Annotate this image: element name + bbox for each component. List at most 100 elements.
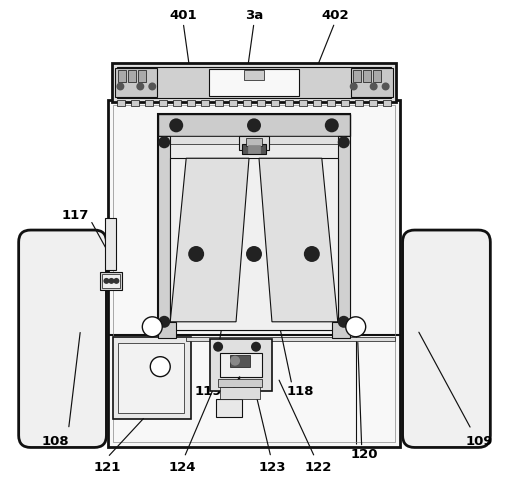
Bar (131, 101, 139, 107)
Bar (373, 71, 381, 83)
Text: 120: 120 (351, 448, 379, 461)
Bar (242, 144, 266, 154)
Circle shape (169, 119, 183, 132)
Text: 117: 117 (62, 209, 89, 222)
Text: 121: 121 (94, 461, 121, 474)
Circle shape (158, 316, 170, 328)
Polygon shape (170, 158, 249, 322)
Circle shape (158, 136, 170, 148)
Bar (285, 101, 293, 107)
Text: 123: 123 (258, 461, 286, 474)
Bar (383, 101, 390, 107)
Bar (239, 136, 269, 150)
Text: 119: 119 (194, 385, 222, 398)
Text: 122: 122 (304, 461, 331, 474)
Bar (158, 136, 170, 330)
Circle shape (247, 119, 261, 132)
FancyBboxPatch shape (403, 230, 490, 447)
Text: 108: 108 (42, 435, 69, 448)
Bar (158, 136, 350, 144)
Bar (119, 71, 126, 83)
Circle shape (114, 278, 120, 284)
Text: 118: 118 (286, 385, 314, 398)
Bar (351, 68, 392, 98)
Bar (353, 71, 361, 83)
Circle shape (188, 246, 204, 262)
Bar (271, 101, 279, 107)
Circle shape (148, 83, 156, 91)
Bar (220, 353, 262, 376)
Bar (100, 272, 122, 290)
Text: 401: 401 (169, 9, 197, 22)
Bar (218, 378, 262, 386)
Circle shape (350, 83, 358, 91)
Text: 109: 109 (466, 435, 493, 448)
Text: 3a: 3a (245, 9, 263, 22)
Bar (116, 68, 157, 98)
Bar (114, 337, 191, 418)
Circle shape (246, 246, 262, 262)
Circle shape (213, 342, 223, 352)
Circle shape (338, 316, 350, 328)
Bar (173, 101, 181, 107)
Bar (248, 145, 260, 153)
Text: 124: 124 (168, 461, 196, 474)
Bar (338, 136, 350, 330)
Bar (108, 101, 400, 447)
Bar (170, 158, 338, 330)
Bar (244, 71, 264, 81)
Bar (128, 71, 136, 83)
Circle shape (117, 83, 124, 91)
Bar (159, 101, 167, 107)
Bar (229, 101, 237, 107)
Circle shape (304, 246, 320, 262)
Bar (341, 101, 349, 107)
Circle shape (325, 119, 339, 132)
Circle shape (150, 357, 170, 376)
Circle shape (370, 83, 378, 91)
Bar (114, 106, 394, 442)
Circle shape (143, 317, 162, 337)
Bar (201, 101, 209, 107)
Bar (187, 101, 195, 107)
Bar (215, 101, 223, 107)
Circle shape (346, 317, 365, 337)
Bar (138, 71, 146, 83)
Bar (209, 69, 299, 97)
Circle shape (103, 278, 109, 284)
Bar (313, 101, 321, 107)
FancyBboxPatch shape (19, 230, 106, 447)
Bar (186, 337, 394, 341)
Bar (363, 71, 371, 83)
Bar (102, 274, 120, 288)
Bar (243, 101, 251, 107)
Bar (257, 101, 265, 107)
Circle shape (338, 136, 350, 148)
Bar (119, 343, 184, 412)
Circle shape (108, 278, 115, 284)
Bar (299, 101, 307, 107)
Bar (145, 101, 153, 107)
Bar (369, 101, 377, 107)
Bar (118, 67, 390, 99)
Bar (158, 115, 350, 136)
Bar (327, 101, 335, 107)
Bar (112, 63, 395, 103)
Circle shape (251, 342, 261, 352)
Circle shape (230, 356, 240, 366)
Bar (216, 398, 242, 416)
Bar (355, 101, 363, 107)
Circle shape (136, 83, 145, 91)
Bar (105, 218, 117, 270)
Bar (220, 386, 260, 398)
Bar (158, 115, 350, 330)
Text: 402: 402 (321, 9, 349, 22)
Bar (246, 138, 262, 146)
Bar (230, 355, 250, 367)
Bar (332, 322, 350, 338)
Bar (210, 339, 272, 390)
Circle shape (382, 83, 389, 91)
Bar (158, 322, 176, 338)
Polygon shape (259, 158, 338, 322)
Bar (118, 101, 125, 107)
